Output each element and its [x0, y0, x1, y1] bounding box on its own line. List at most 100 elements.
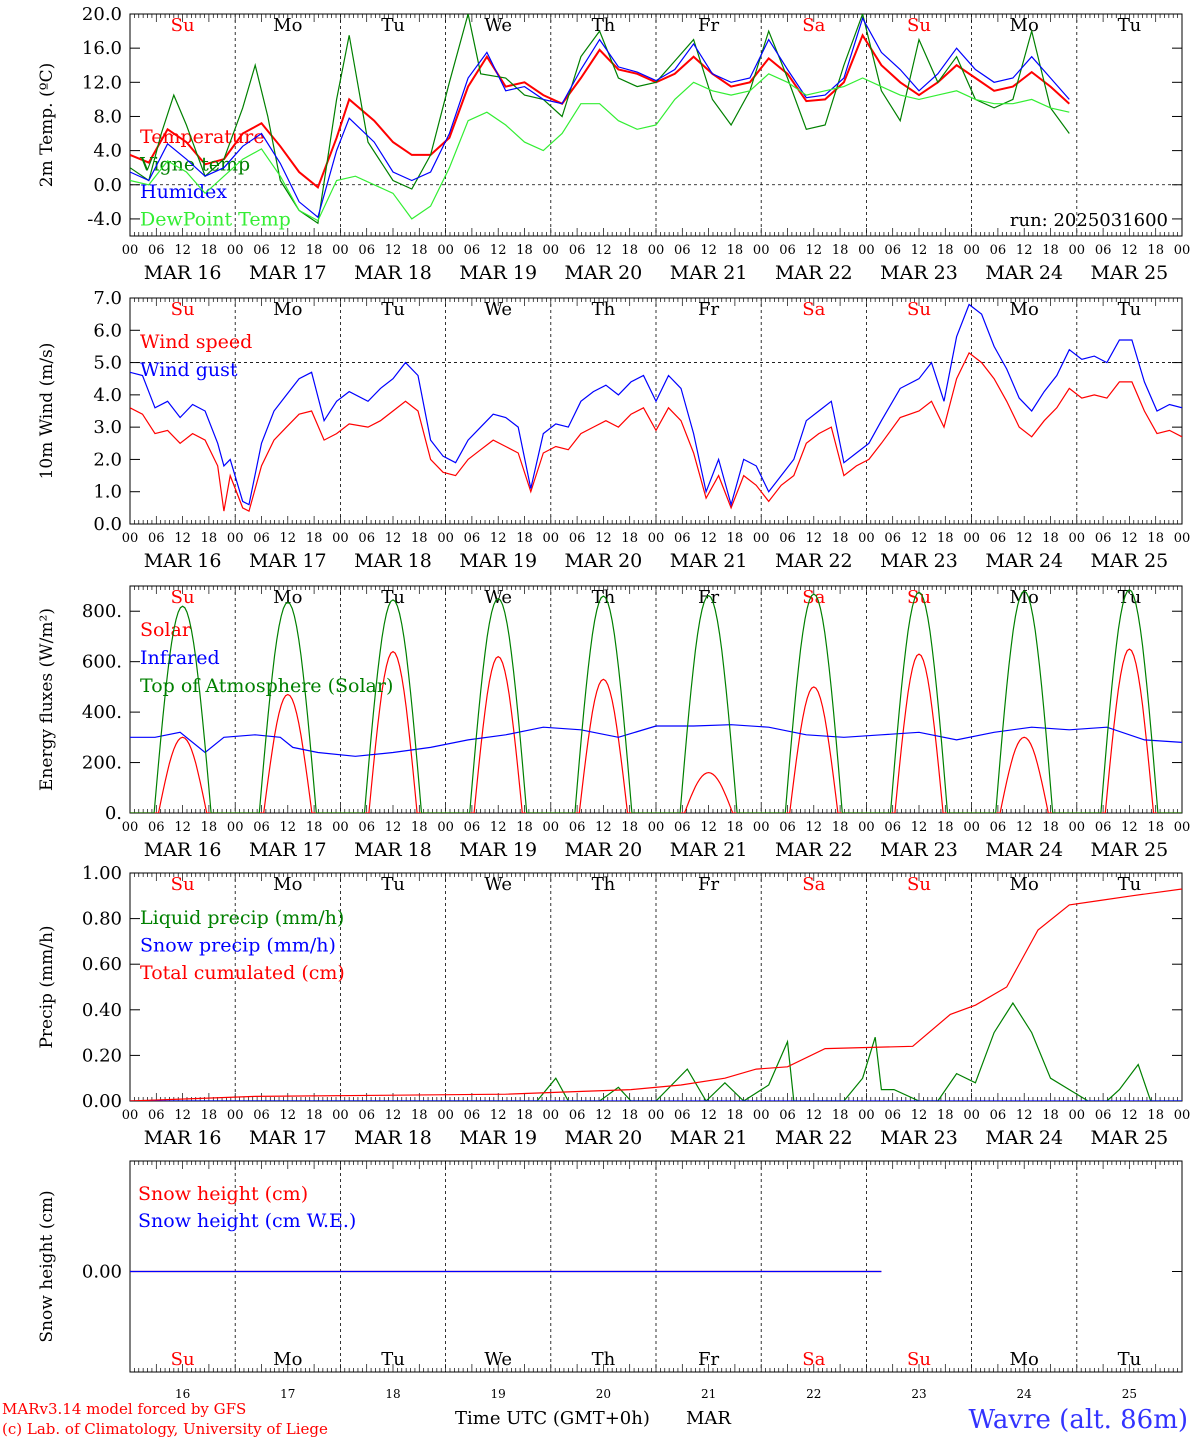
y-tick-label: -4.0: [87, 209, 122, 230]
y-tick-label: 16.0: [82, 38, 122, 59]
x-hour-label: 06: [569, 1108, 586, 1123]
model-credit: MARv3.14 model forced by GFS: [2, 1400, 246, 1418]
x-day-name: Su: [171, 15, 195, 36]
legend-entry: Solar: [140, 619, 192, 641]
x-day-name: Su: [907, 874, 931, 895]
x-hour-label: 18: [621, 820, 638, 835]
x-hour-label: 12: [595, 1108, 612, 1123]
x-date-label: MAR 24: [985, 262, 1063, 284]
x-hour-label: 12: [490, 820, 507, 835]
x-hour-label: 06: [148, 243, 165, 258]
x-date-label: MAR 23: [880, 550, 958, 572]
x-hour-label: 00: [332, 820, 349, 835]
x-date-label: MAR 19: [459, 839, 537, 861]
x-date-label: MAR 22: [775, 550, 853, 572]
x-day-name: Th: [592, 587, 616, 608]
y-tick-label: 0.00: [82, 1091, 122, 1112]
x-day-name: Mo: [273, 299, 302, 320]
x-hour-label: 18: [516, 1108, 533, 1123]
x-hour-label: 12: [911, 243, 928, 258]
x-hour-label: 18: [727, 1108, 744, 1123]
x-hour-label: 18: [937, 243, 954, 258]
x-hour-label: 12: [174, 243, 191, 258]
x-hour-label: 12: [700, 243, 717, 258]
x-hour-label: 06: [1095, 820, 1112, 835]
x-date-label: MAR 25: [1091, 1127, 1169, 1149]
x-hour-label: 18: [306, 1108, 323, 1123]
x-hour-label: 06: [990, 1108, 1007, 1123]
x-hour-label: 18: [832, 531, 849, 546]
x-day-number: 25: [1122, 1387, 1137, 1401]
y-tick-label: 3.0: [93, 417, 122, 438]
panel-2: 7.0 6.0 5.0 4.0 3.0 2.0 1.0 0.0 10m Wind (m/s) 00…: [37, 288, 1190, 572]
x-day-number: 17: [280, 1387, 295, 1401]
y-tick-label: 0.: [105, 803, 122, 824]
x-hour-label: 00: [543, 531, 560, 546]
x-hour-label: 06: [569, 820, 586, 835]
x-day-name: Tu: [381, 874, 405, 895]
x-hour-label: 00: [648, 243, 665, 258]
legend-entry: Snow height (cm W.E.): [138, 1210, 356, 1232]
x-hour-label: 00: [227, 1108, 244, 1123]
legend-entry: DewPoint Temp: [140, 209, 291, 231]
x-hour-label: 18: [201, 531, 218, 546]
legend-entry: Infrared: [140, 647, 220, 669]
x-day-name: Tu: [1118, 1349, 1142, 1370]
x-day-name: Mo: [273, 15, 302, 36]
x-hour-label: 00: [122, 820, 139, 835]
x-hour-label: 06: [148, 531, 165, 546]
x-hour-label: 00: [1069, 820, 1086, 835]
x-hour-label: 06: [253, 1108, 270, 1123]
series-line-dewpoint-temp: [130, 73, 1070, 222]
legend-entry: Top of Atmosphere (Solar): [140, 675, 393, 697]
x-date-label: MAR 17: [249, 262, 327, 284]
x-hour-label: 18: [1147, 531, 1164, 546]
x-hour-label: 18: [727, 820, 744, 835]
x-hour-label: 00: [543, 243, 560, 258]
x-hour-label: 12: [700, 1108, 717, 1123]
x-hour-label: 18: [832, 243, 849, 258]
series-line-wind-gust: [130, 303, 1182, 507]
x-hour-label: 06: [779, 820, 796, 835]
location-title: Wavre (alt. 86m): [968, 1405, 1188, 1435]
y-tick-label: 0.80: [82, 909, 122, 930]
x-day-name: Su: [171, 299, 195, 320]
x-hour-label: 00: [437, 243, 454, 258]
x-hour-label: 00: [1174, 820, 1191, 835]
legend-entry: Temperature: [140, 126, 264, 148]
series-line-infrared: [130, 724, 1182, 757]
series-line-wind-speed: [130, 351, 1182, 512]
x-hour-label: 06: [674, 1108, 691, 1123]
x-date-label: MAR 22: [775, 839, 853, 861]
x-hour-label: 12: [280, 243, 297, 258]
x-hour-label: 06: [884, 820, 901, 835]
x-hour-label: 06: [674, 531, 691, 546]
x-hour-label: 00: [122, 1108, 139, 1123]
x-date-label: MAR 22: [775, 1127, 853, 1149]
x-hour-label: 12: [1121, 531, 1138, 546]
series-line-solar: [130, 648, 1182, 813]
x-day-name: Mo: [1010, 587, 1039, 608]
x-day-name: Tu: [381, 1349, 405, 1370]
x-hour-label: 18: [201, 243, 218, 258]
x-day-name: Fr: [698, 874, 719, 895]
x-day-name: Fr: [698, 299, 719, 320]
panel-3: 800. 600. 400. 200. 0. Energy fluxes (W/m²) 00…: [37, 585, 1191, 861]
x-day-name: Su: [907, 15, 931, 36]
x-hour-label: 00: [753, 243, 770, 258]
x-day-number: 19: [491, 1387, 506, 1401]
x-day-name: Mo: [1010, 1349, 1039, 1370]
legend-entry: Humidex: [140, 181, 227, 203]
x-day-name: Sa: [802, 1349, 825, 1370]
x-hour-label: 12: [385, 243, 402, 258]
x-hour-label: 00: [858, 1108, 875, 1123]
x-date-label: MAR 24: [985, 1127, 1063, 1149]
x-date-label: MAR 21: [670, 839, 748, 861]
x-hour-label: 06: [990, 531, 1007, 546]
x-date-label: MAR 21: [670, 550, 748, 572]
x-date-label: MAR 24: [985, 839, 1063, 861]
y-tick-label: 800.: [82, 601, 122, 622]
x-hour-label: 12: [280, 1108, 297, 1123]
y-axis-label: 2m Temp. (ºC): [37, 63, 57, 188]
x-hour-label: 12: [806, 1108, 823, 1123]
